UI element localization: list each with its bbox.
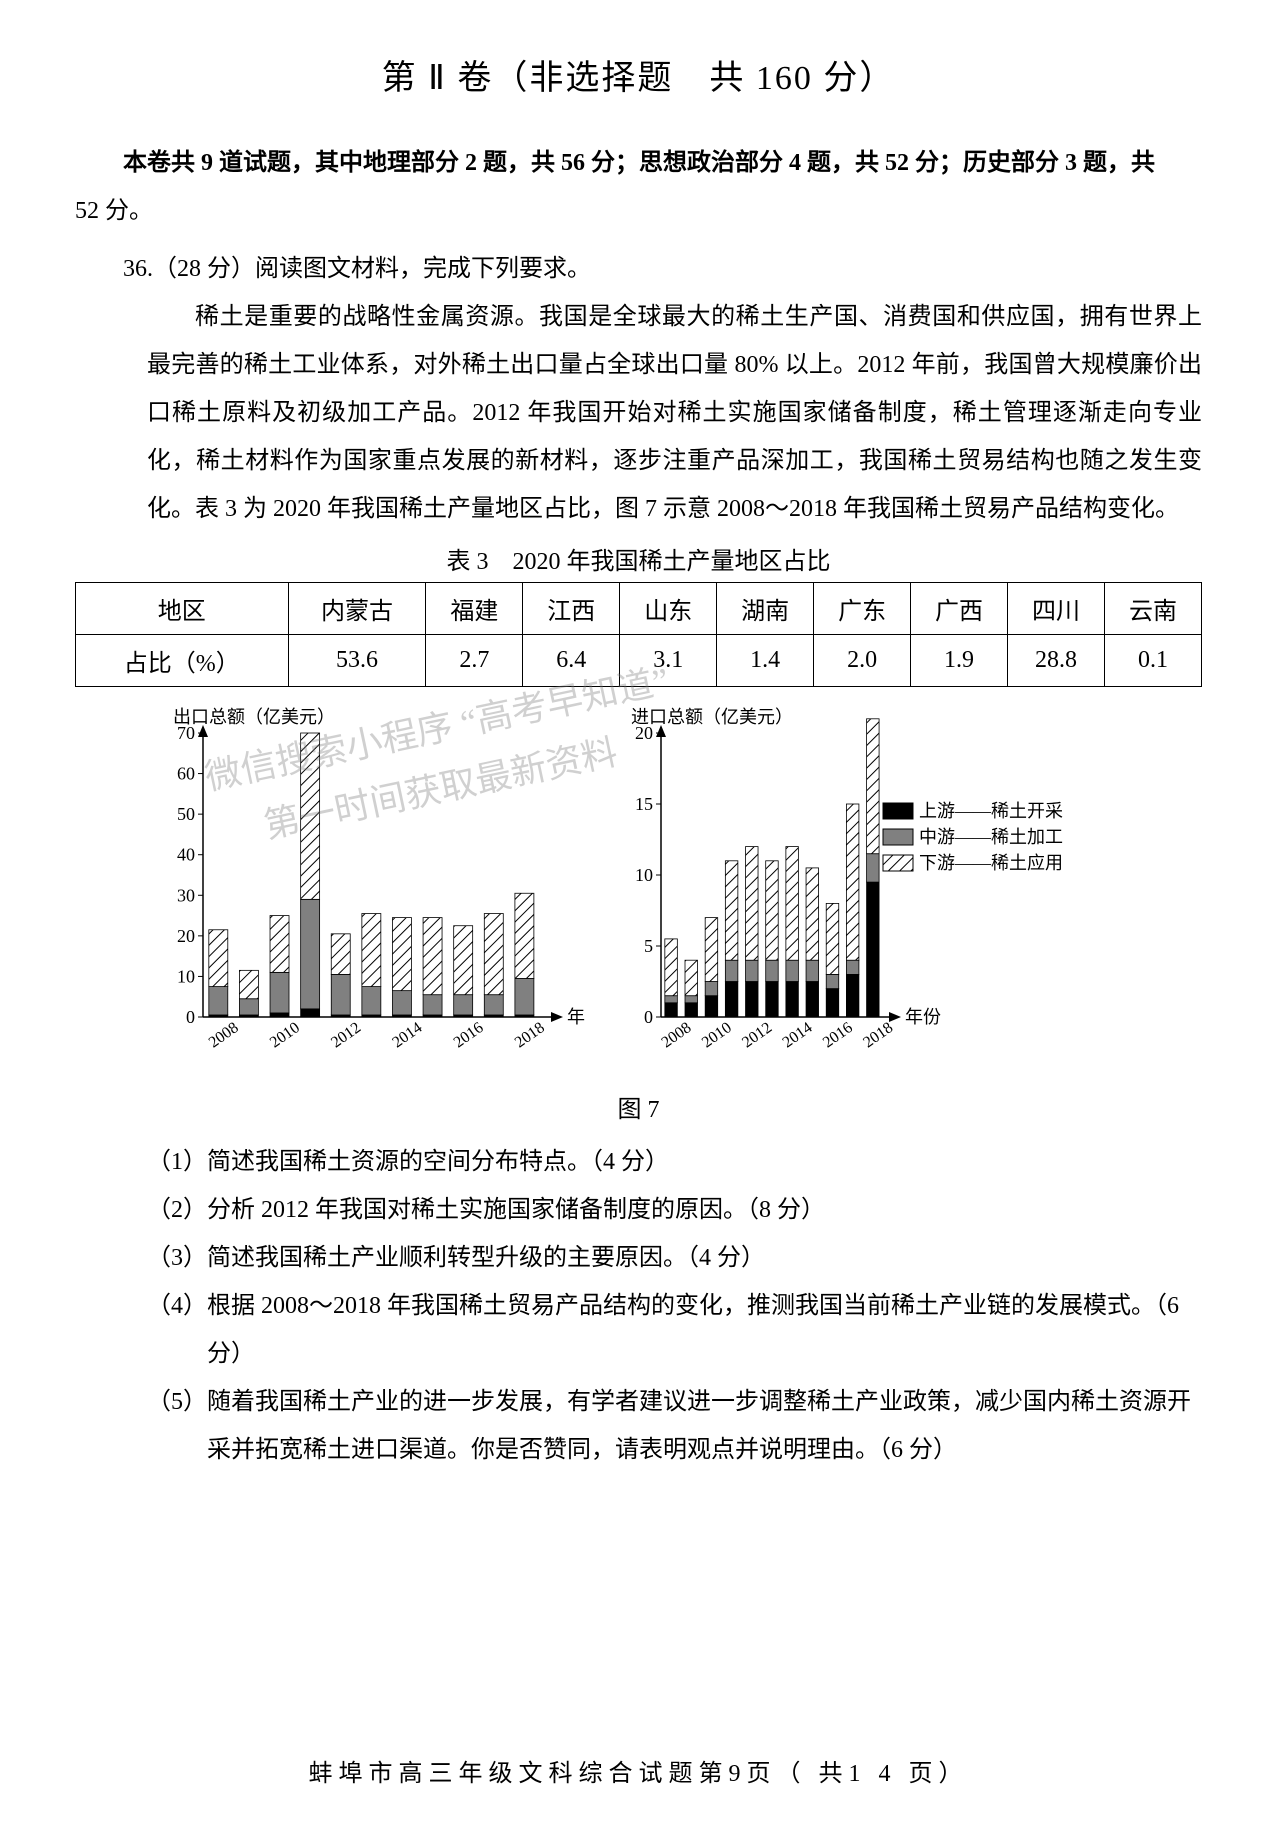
svg-text:10: 10 xyxy=(177,966,195,986)
svg-text:2016: 2016 xyxy=(820,1019,856,1051)
sub-question-4: （4）根据 2008～2018 年我国稀土贸易产品结构的变化，推测我国当前稀土产… xyxy=(75,1282,1202,1378)
svg-text:2012: 2012 xyxy=(328,1019,364,1051)
q36-body: 稀土是重要的战略性金属资源。我国是全球最大的稀土生产国、消费国和供应国，拥有世界… xyxy=(75,293,1202,533)
section-title: 第 Ⅱ 卷（非选择题 共 160 分） xyxy=(75,50,1202,99)
intro-line2: 52 分。 xyxy=(75,187,1202,235)
export-chart: 出口总额（亿美元） 0 10 20 30 40 50 60 70 2008 2010 2012 2014… xyxy=(145,703,585,1083)
svg-text:30: 30 xyxy=(177,885,195,905)
import-chart: 进口总额（亿美元） 0 5 10 15 20 20082010201220142016201… xyxy=(603,703,1063,1083)
svg-text:年份: 年份 xyxy=(905,1007,941,1027)
sub-question-2: （2）分析 2012 年我国对稀土实施国家储备制度的原因。（8 分） xyxy=(75,1186,1202,1234)
svg-text:下游——稀土应用: 下游——稀土应用 xyxy=(919,853,1063,873)
svg-text:出口总额（亿美元）: 出口总额（亿美元） xyxy=(173,707,335,727)
table3-caption: 表 3 2020 年我国稀土产量地区占比 xyxy=(75,541,1202,576)
svg-text:60: 60 xyxy=(177,764,195,784)
svg-text:2016: 2016 xyxy=(451,1019,487,1051)
charts-row: 出口总额（亿美元）0102030405060702008201020122014… xyxy=(145,703,1202,1083)
svg-text:2008: 2008 xyxy=(206,1019,242,1051)
q36-head: 36.（28 分）阅读图文材料，完成下列要求。 xyxy=(75,245,1202,293)
svg-text:5: 5 xyxy=(644,936,653,956)
svg-text:2012: 2012 xyxy=(739,1019,775,1051)
sub-question-1: （1）简述我国稀土资源的空间分布特点。（4 分） xyxy=(75,1138,1202,1186)
svg-text:0: 0 xyxy=(186,1007,195,1027)
sub-question-3: （3）简述我国稀土产业顺利转型升级的主要原因。（4 分） xyxy=(75,1234,1202,1282)
page-footer: 蚌埠市高三年级文科综合试题第9页（ 共1 4 页） xyxy=(0,1753,1277,1788)
svg-text:20: 20 xyxy=(177,926,195,946)
svg-text:2018: 2018 xyxy=(512,1019,548,1051)
svg-text:上游——稀土开采: 上游——稀土开采 xyxy=(919,801,1063,821)
svg-text:40: 40 xyxy=(177,845,195,865)
svg-text:年份: 年份 xyxy=(567,1007,585,1027)
svg-text:70: 70 xyxy=(177,723,195,743)
svg-text:20: 20 xyxy=(635,723,653,743)
svg-text:2014: 2014 xyxy=(389,1019,425,1051)
intro-block: 本卷共 9 道试题，其中地理部分 2 题，共 56 分；思想政治部分 4 题，共… xyxy=(75,139,1202,235)
intro-line1: 本卷共 9 道试题，其中地理部分 2 题，共 56 分；思想政治部分 4 题，共… xyxy=(75,139,1202,187)
svg-text:2010: 2010 xyxy=(267,1019,303,1051)
svg-text:15: 15 xyxy=(635,794,653,814)
svg-text:中游——稀土加工: 中游——稀土加工 xyxy=(919,827,1063,847)
sub-question-5: （5）随着我国稀土产业的进一步发展，有学者建议进一步调整稀土产业政策，减少国内稀… xyxy=(75,1378,1202,1474)
svg-text:50: 50 xyxy=(177,804,195,824)
svg-text:0: 0 xyxy=(644,1007,653,1027)
svg-text:进口总额（亿美元）: 进口总额（亿美元） xyxy=(631,707,793,727)
fig7-caption: 图 7 xyxy=(75,1089,1202,1124)
svg-text:2014: 2014 xyxy=(780,1019,816,1051)
svg-text:2008: 2008 xyxy=(659,1019,695,1051)
svg-text:2018: 2018 xyxy=(860,1019,896,1051)
table3: 地区内蒙古福建江西山东湖南广东广西四川云南 占比（%）53.62.76.43.1… xyxy=(75,582,1202,687)
svg-text:10: 10 xyxy=(635,865,653,885)
svg-text:2010: 2010 xyxy=(699,1019,735,1051)
